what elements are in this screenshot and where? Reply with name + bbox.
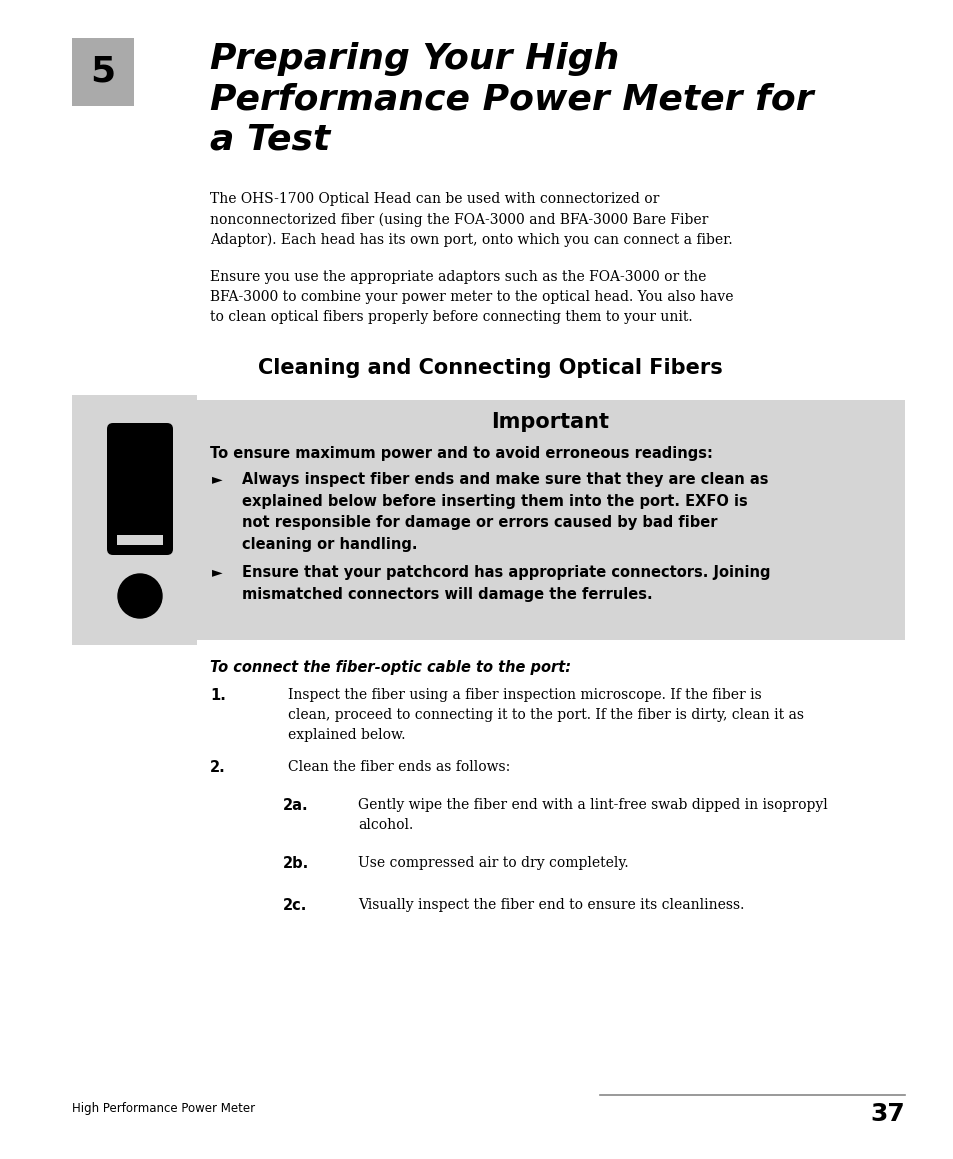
Text: Always inspect fiber ends and make sure that they are clean as
explained below b: Always inspect fiber ends and make sure … <box>242 472 768 552</box>
Text: a Test: a Test <box>210 122 330 156</box>
Text: Gently wipe the fiber end with a lint-free swab dipped in isopropyl
alcohol.: Gently wipe the fiber end with a lint-fr… <box>357 799 827 832</box>
Text: High Performance Power Meter: High Performance Power Meter <box>71 1102 254 1115</box>
Text: To connect the fiber-optic cable to the port:: To connect the fiber-optic cable to the … <box>210 659 571 675</box>
Text: Ensure that your patchcord has appropriate connectors. Joining
mismatched connec: Ensure that your patchcord has appropria… <box>242 564 770 602</box>
Text: Visually inspect the fiber end to ensure its cleanliness.: Visually inspect the fiber end to ensure… <box>357 898 743 912</box>
Text: Performance Power Meter for: Performance Power Meter for <box>210 82 813 116</box>
Text: Cleaning and Connecting Optical Fibers: Cleaning and Connecting Optical Fibers <box>257 358 721 378</box>
Text: To ensure maximum power and to avoid erroneous readings:: To ensure maximum power and to avoid err… <box>210 446 712 461</box>
Text: The OHS-1700 Optical Head can be used with connectorized or
nonconnectorized fib: The OHS-1700 Optical Head can be used wi… <box>210 192 732 247</box>
Text: 2.: 2. <box>210 760 226 775</box>
Text: Ensure you use the appropriate adaptors such as the FOA-3000 or the
BFA-3000 to : Ensure you use the appropriate adaptors … <box>210 270 733 325</box>
Text: 1.: 1. <box>210 688 226 704</box>
Text: 2a.: 2a. <box>283 799 309 812</box>
FancyBboxPatch shape <box>71 38 133 105</box>
Circle shape <box>118 574 162 618</box>
Text: ►: ► <box>212 564 222 580</box>
Text: 2c.: 2c. <box>283 898 307 913</box>
Text: Important: Important <box>491 411 608 432</box>
Text: ►: ► <box>212 472 222 486</box>
Text: Use compressed air to dry completely.: Use compressed air to dry completely. <box>357 857 628 870</box>
Text: Clean the fiber ends as follows:: Clean the fiber ends as follows: <box>288 760 510 774</box>
FancyBboxPatch shape <box>107 423 172 555</box>
FancyBboxPatch shape <box>194 400 904 640</box>
Text: 2b.: 2b. <box>283 857 309 872</box>
Text: Preparing Your High: Preparing Your High <box>210 42 618 76</box>
FancyBboxPatch shape <box>117 535 163 545</box>
Text: 37: 37 <box>869 1102 904 1127</box>
Text: 5: 5 <box>91 54 115 89</box>
FancyBboxPatch shape <box>71 395 196 646</box>
Text: Inspect the fiber using a fiber inspection microscope. If the fiber is
clean, pr: Inspect the fiber using a fiber inspecti… <box>288 688 803 742</box>
